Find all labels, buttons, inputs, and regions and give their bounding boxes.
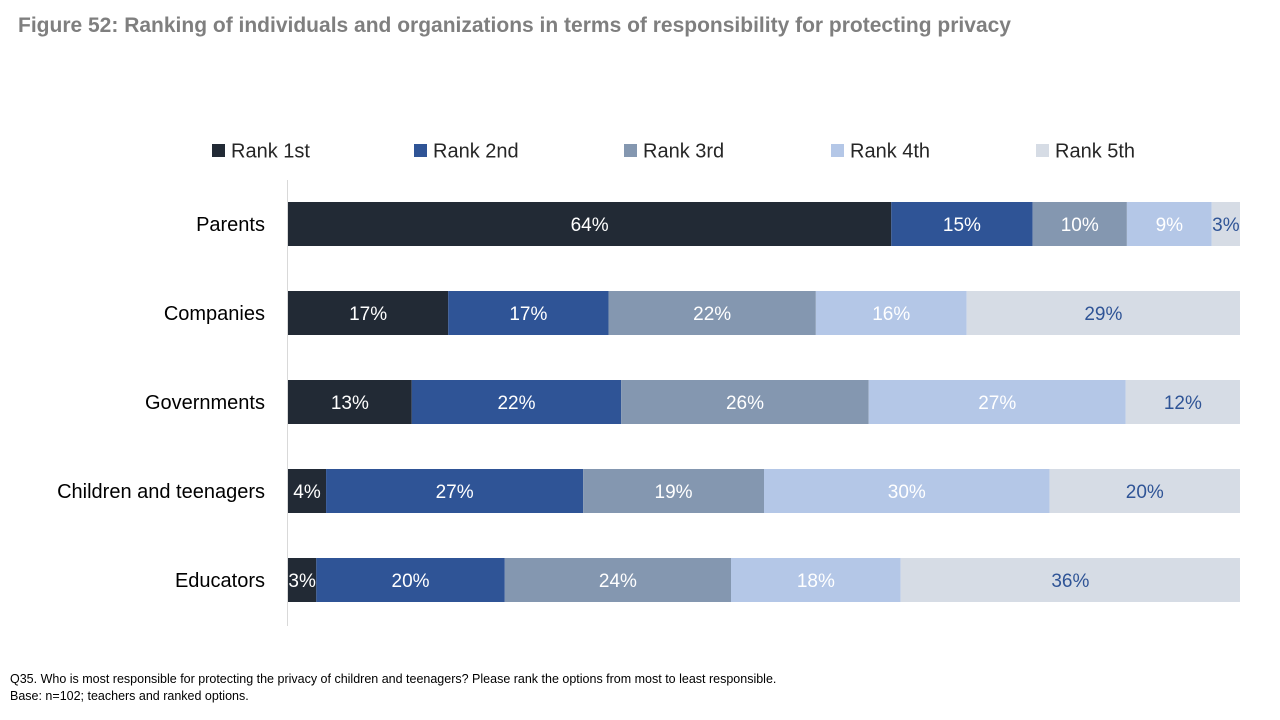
category-label-companies: Companies [164,303,265,325]
bar-children-and-teenagers-rank-4th [764,469,1050,513]
data-label-companies-rank-1st: 17% [349,304,387,325]
data-label-governments-rank-3rd: 26% [726,393,764,414]
data-label-educators-rank-3rd: 24% [599,571,637,592]
data-label-parents-rank-2nd: 15% [943,215,981,236]
data-label-children-and-teenagers-rank-3rd: 19% [655,482,693,503]
data-label-companies-rank-5th: 29% [1084,304,1122,325]
data-label-parents-rank-4th: 9% [1156,215,1184,236]
bar-children-and-teenagers-rank-3rd [583,469,764,513]
legend-label-rank-2nd: Rank 2nd [433,141,519,163]
data-label-governments-rank-4th: 27% [978,393,1016,414]
legend-label-rank-5th: Rank 5th [1055,141,1135,163]
data-label-companies-rank-4th: 16% [872,304,910,325]
data-label-parents-rank-1st: 64% [571,215,609,236]
legend-label-rank-3rd: Rank 3rd [643,141,724,163]
bar-companies-rank-5th [966,291,1240,335]
data-label-parents-rank-3rd: 10% [1061,215,1099,236]
bar-parents-rank-5th [1211,202,1240,246]
data-label-educators-rank-2nd: 20% [392,571,430,592]
legend-swatch-rank-5th [1036,144,1049,157]
data-label-governments-rank-1st: 13% [331,393,369,414]
bar-governments-rank-2nd [411,380,622,424]
bar-children-and-teenagers-rank-2nd [326,469,584,513]
data-label-children-and-teenagers-rank-1st: 4% [293,482,321,503]
legend-label-rank-1st: Rank 1st [231,141,310,163]
bar-educators-rank-5th [900,558,1240,602]
bar-governments-rank-3rd [621,380,869,424]
data-label-governments-rank-2nd: 22% [497,393,535,414]
bar-governments-rank-1st [288,380,412,424]
data-label-educators-rank-4th: 18% [797,571,835,592]
bar-educators-rank-4th [731,558,901,602]
bar-parents-rank-4th [1126,202,1212,246]
data-label-parents-rank-5th: 3% [1212,215,1240,236]
footnote-question: Q35. Who is most responsible for protect… [10,672,777,686]
bar-companies-rank-1st [288,291,449,335]
legend-swatch-rank-1st [212,144,225,157]
data-label-companies-rank-2nd: 17% [509,304,547,325]
category-label-educators: Educators [175,570,265,592]
legend-label-rank-4th: Rank 4th [850,141,930,163]
data-label-educators-rank-5th: 36% [1051,571,1089,592]
legend-swatch-rank-2nd [414,144,427,157]
bar-parents-rank-1st [288,202,892,246]
bar-parents-rank-3rd [1032,202,1127,246]
category-label-parents: Parents [196,214,265,236]
bar-governments-rank-5th [1125,380,1240,424]
bar-companies-rank-3rd [608,291,816,335]
bar-children-and-teenagers-rank-1st [288,469,327,513]
bar-governments-rank-4th [868,380,1126,424]
footnote-base: Base: n=102; teachers and ranked options… [10,689,249,703]
bar-educators-rank-3rd [504,558,732,602]
bar-companies-rank-4th [815,291,967,335]
bar-educators-rank-2nd [316,558,505,602]
category-label-governments: Governments [145,392,265,414]
data-label-governments-rank-5th: 12% [1164,393,1202,414]
data-label-companies-rank-3rd: 22% [693,304,731,325]
legend-swatch-rank-4th [831,144,844,157]
data-label-children-and-teenagers-rank-5th: 20% [1126,482,1164,503]
data-label-children-and-teenagers-rank-2nd: 27% [436,482,474,503]
category-label-children-and-teenagers: Children and teenagers [57,481,265,503]
bar-educators-rank-1st [288,558,317,602]
bar-children-and-teenagers-rank-5th [1049,469,1240,513]
bar-companies-rank-2nd [448,291,609,335]
data-label-educators-rank-1st: 3% [288,571,316,592]
bar-parents-rank-2nd [891,202,1033,246]
chart-title: Figure 52: Ranking of individuals and or… [18,14,1011,37]
data-label-children-and-teenagers-rank-4th: 30% [888,482,926,503]
legend-swatch-rank-3rd [624,144,637,157]
